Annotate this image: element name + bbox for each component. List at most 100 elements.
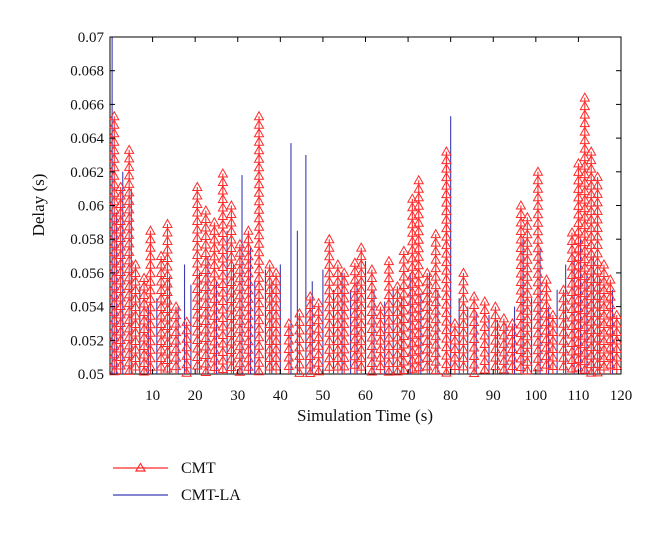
cmt-spike [338,267,350,374]
y-tick-label: 0.07 [78,30,105,46]
cmt-marker [283,360,295,370]
cmt-spike [323,233,335,374]
cmt-spike [611,309,623,374]
cmt-spike [375,301,386,374]
cmt-marker [138,365,150,376]
cmt-spike [566,226,578,374]
series-cmt [108,92,623,377]
cmt-spike [573,157,584,374]
y-axis-title: Delay (s) [29,174,48,237]
cmt-spike [449,317,461,374]
cmt-marker [413,361,425,372]
cmt-spike [547,309,559,374]
cmt-marker [541,359,552,369]
cmt-spike [181,316,193,377]
cmt-marker [449,360,461,370]
cmt-marker [468,367,480,377]
legend-label-cmt-la: CMT-LA [181,487,241,504]
cmt-marker [406,363,418,373]
cmt-marker [604,359,616,369]
legend-label-cmt: CMT [181,460,216,477]
cmt-marker [507,360,518,370]
cmt-marker [398,364,410,374]
cmt-marker [611,360,623,371]
x-tick-label: 120 [610,388,633,404]
cmt-spike [413,174,425,374]
legend-item-cmt: CMT [113,460,216,477]
x-tick-label: 50 [315,388,330,404]
cmt-marker [430,364,442,375]
cmt-marker [421,360,433,371]
cmt-marker [441,367,452,377]
cmt-spike [138,272,150,376]
legend: CMT CMT-LA [113,460,241,504]
cmt-spike [130,258,141,374]
x-tick-label: 70 [401,388,416,404]
cmt-marker [366,366,378,376]
cmt-spike [585,146,597,377]
y-tick-label: 0.062 [70,165,104,181]
cmt-marker [170,360,182,371]
cmt-marker [304,367,316,377]
cmt-spike [304,290,316,377]
y-axis-ticks [110,36,621,375]
cmt-spike [406,193,418,374]
cmt-marker [479,364,491,374]
cmt-marker [264,360,276,371]
cmt-spike [579,92,591,374]
cmt-marker [332,360,344,371]
cmt-spike [200,205,212,377]
cmt-marker [200,366,212,377]
cmt-marker [162,363,173,373]
cmt-spike [507,317,518,374]
cmt-spike [253,110,265,376]
cmt-spike [243,225,254,374]
cmt-spike [532,166,544,374]
cmt-marker [547,360,559,371]
cmt-marker [521,364,533,375]
y-tick-label: 0.054 [70,300,104,316]
cmt-spike [430,228,442,375]
cmt-marker [270,360,282,371]
cmt-spike [498,312,510,374]
cmt-marker [226,361,237,371]
y-tick-label: 0.052 [70,333,104,349]
y-axis-tick-labels: 0.05 0.052 0.054 0.056 0.058 0.06 0.062 0.064 0.… [70,30,104,383]
cmt-marker [115,359,127,370]
legend-item-cmt-la: CMT-LA [113,487,241,504]
cmt-spike [264,258,276,374]
cmt-spike [468,290,480,377]
cmt-marker [338,360,350,371]
cmt-spike [515,199,527,374]
cmt-marker [375,360,386,371]
cmt-spike [421,267,433,374]
cmt-spike [541,274,552,374]
cmt-spike [521,211,533,375]
cmt-marker [585,367,597,377]
cmt-spike [558,284,569,374]
cmt-marker [181,367,193,377]
cmt-spike [270,267,282,374]
cmt-marker [592,366,603,377]
x-tick-label: 40 [273,388,288,404]
cmt-spike [604,274,616,374]
cmt-spike [283,317,295,374]
y-tick-label: 0.05 [78,367,104,383]
cmt-marker [155,361,167,371]
cmt-spike [392,280,403,376]
cmt-spike [383,255,395,376]
cmt-spike [598,258,610,374]
cmt-spike [458,267,469,374]
cmt-marker [498,363,510,374]
x-tick-label: 110 [567,388,589,404]
cmt-marker [490,360,501,371]
x-tick-label: 10 [145,388,160,404]
cmt-marker [598,360,610,371]
x-tick-label: 90 [486,388,501,404]
cmt-spike [145,225,156,374]
cmt-marker [108,365,120,376]
cmt-spike [355,242,367,374]
cmt-spike [191,181,203,374]
cmt-spike [479,296,491,374]
